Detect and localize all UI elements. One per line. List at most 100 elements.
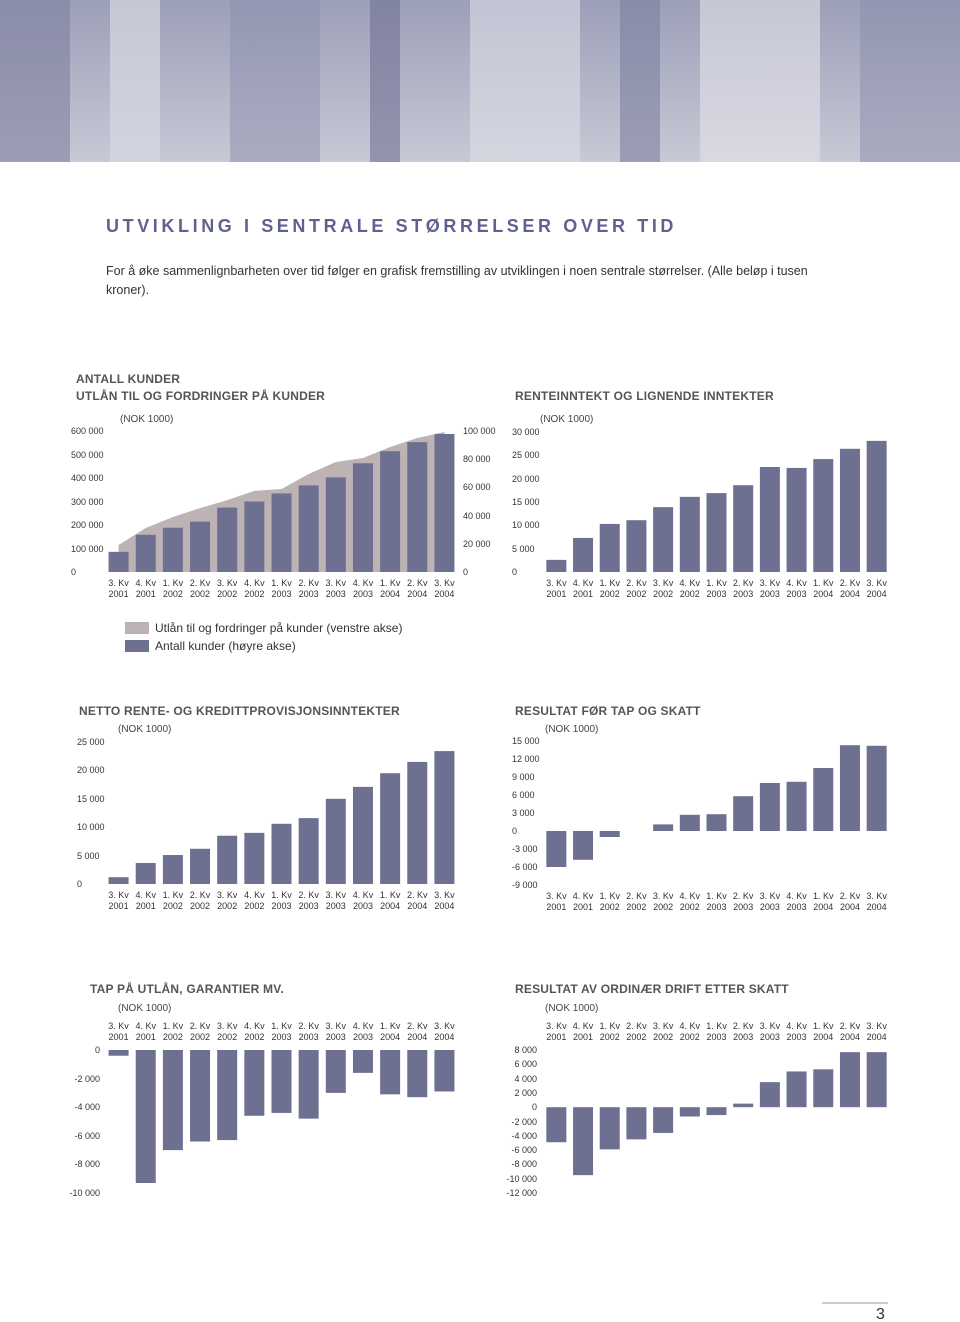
bar	[244, 501, 265, 572]
bar	[190, 848, 211, 884]
bar	[244, 832, 265, 884]
x-tick-label: 4. Kv 2001	[135, 578, 156, 599]
legend-label: Utlån til og fordringer på kunder (venst…	[155, 621, 403, 635]
y-tick-label: 9 000	[512, 772, 535, 782]
y-tick-label: 8 000	[514, 1045, 537, 1055]
bar	[786, 467, 807, 572]
x-tick-label: 3. Kv 2001	[108, 890, 129, 911]
chart-title: UTLÅN TIL OG FORDRINGER PÅ KUNDER	[76, 389, 326, 403]
bar	[653, 507, 674, 572]
x-tick-label: 4. Kv 2003	[352, 578, 374, 599]
y-tick-label: 3 000	[512, 808, 535, 818]
chart-title: RESULTAT FØR TAP OG SKATT	[515, 704, 701, 718]
unit-label: (NOK 1000)	[545, 1003, 599, 1014]
x-tick-label: 1. Kv 2003	[271, 1021, 292, 1042]
bar	[653, 824, 674, 831]
bar	[573, 831, 594, 860]
x-tick-label: 3. Kv 2002	[652, 1021, 674, 1042]
x-tick-label: 3. Kv 2003	[759, 1021, 781, 1042]
bar	[573, 1107, 594, 1176]
bar	[352, 463, 373, 572]
bar	[733, 485, 754, 572]
bar	[839, 1052, 860, 1108]
chart-title: NETTO RENTE- OG KREDITTPROVISJONSINNTEKT…	[79, 704, 400, 718]
y-tick-label: 10 000	[512, 520, 540, 531]
y-tick-label: 0	[531, 1102, 537, 1113]
x-tick-label: 1. Kv 2002	[162, 1021, 184, 1042]
bar	[162, 855, 183, 884]
chart-title: TAP PÅ UTLÅN, GARANTIER MV.	[90, 982, 284, 996]
x-tick-label: 1. Kv 2002	[599, 891, 620, 912]
x-tick-label: 3. Kv 2001	[546, 891, 567, 912]
x-tick-label: 2. Kv 2003	[732, 578, 754, 599]
page-number: 3	[876, 1306, 885, 1322]
y-tick-label: 400 000	[71, 473, 104, 483]
bar	[298, 818, 319, 884]
bar	[434, 1050, 455, 1092]
y2-tick-label: 0	[463, 567, 469, 577]
x-tick-label: 3. Kv 2004	[434, 1021, 455, 1042]
x-tick-label: 2. Kv 2004	[839, 578, 861, 599]
y-tick-label: -2 000	[511, 1116, 537, 1127]
bar	[380, 451, 401, 572]
x-tick-label: 4. Kv 2002	[679, 578, 701, 599]
x-tick-label: 2. Kv 2004	[839, 1021, 861, 1042]
bar	[866, 440, 887, 572]
y-tick-label: 0	[512, 826, 518, 836]
bar	[786, 781, 807, 831]
y-tick-label: 25 000	[77, 737, 105, 747]
x-tick-label: 1. Kv 2004	[379, 1021, 401, 1042]
y-tick-label: -6 000	[511, 1145, 537, 1156]
x-tick-label: 1. Kv 2002	[162, 578, 184, 599]
x-tick-label: 3. Kv 2002	[216, 1021, 238, 1042]
bar	[813, 1069, 834, 1108]
x-tick-label: 1. Kv 2003	[706, 1021, 727, 1042]
bar	[217, 1050, 238, 1141]
y-tick-label: 2 000	[514, 1087, 537, 1098]
bar	[733, 796, 754, 831]
x-tick-label: 1. Kv 2003	[706, 578, 727, 599]
chart-title: ANTALL KUNDER	[76, 372, 181, 386]
bar	[380, 773, 401, 884]
x-tick-label: 4. Kv 2001	[135, 890, 156, 911]
bar	[190, 521, 211, 572]
y2-tick-label: 80 000	[463, 454, 491, 465]
y-tick-label: 500 000	[71, 449, 104, 460]
bar	[546, 831, 567, 867]
bar	[407, 761, 428, 884]
x-tick-label: 2. Kv 2002	[189, 578, 211, 599]
bar	[325, 798, 346, 884]
x-tick-label: 3. Kv 2004	[866, 891, 887, 912]
bar	[813, 768, 834, 831]
x-tick-label: 3. Kv 2004	[866, 1021, 887, 1042]
y-tick-label: -4 000	[511, 1130, 537, 1141]
x-tick-label: 1. Kv 2004	[379, 578, 401, 599]
bar	[217, 507, 238, 572]
x-tick-label: 4. Kv 2002	[679, 891, 701, 912]
x-tick-label: 4. Kv 2003	[352, 1021, 374, 1042]
bar	[786, 1071, 807, 1108]
y-tick-label: -8 000	[511, 1159, 537, 1170]
y2-tick-label: 20 000	[463, 538, 491, 549]
x-tick-label: 1. Kv 2004	[813, 1021, 834, 1042]
x-tick-label: 4. Kv 2002	[244, 1021, 265, 1042]
unit-label: (NOK 1000)	[118, 1003, 172, 1014]
y-tick-label: -8 000	[74, 1159, 100, 1170]
x-tick-label: 2. Kv 2002	[189, 1021, 211, 1042]
x-tick-label: 1. Kv 2004	[813, 891, 834, 912]
bar	[546, 1107, 567, 1143]
y-tick-label: 30 000	[512, 427, 540, 437]
x-tick-label: 3. Kv 2003	[325, 1021, 347, 1042]
bar	[108, 877, 129, 884]
x-tick-label: 2. Kv 2002	[626, 578, 647, 599]
x-tick-label: 3. Kv 2001	[546, 578, 567, 599]
legend-label: Antall kunder (høyre akse)	[155, 639, 296, 653]
unit-label: (NOK 1000)	[120, 414, 174, 425]
y-tick-label: 4 000	[514, 1073, 537, 1084]
bar	[599, 1107, 620, 1150]
x-tick-label: 2. Kv 2004	[407, 578, 428, 599]
legend-swatch	[125, 640, 149, 652]
y-tick-label: 600 000	[71, 426, 104, 436]
y-tick-label: 12 000	[512, 754, 540, 764]
